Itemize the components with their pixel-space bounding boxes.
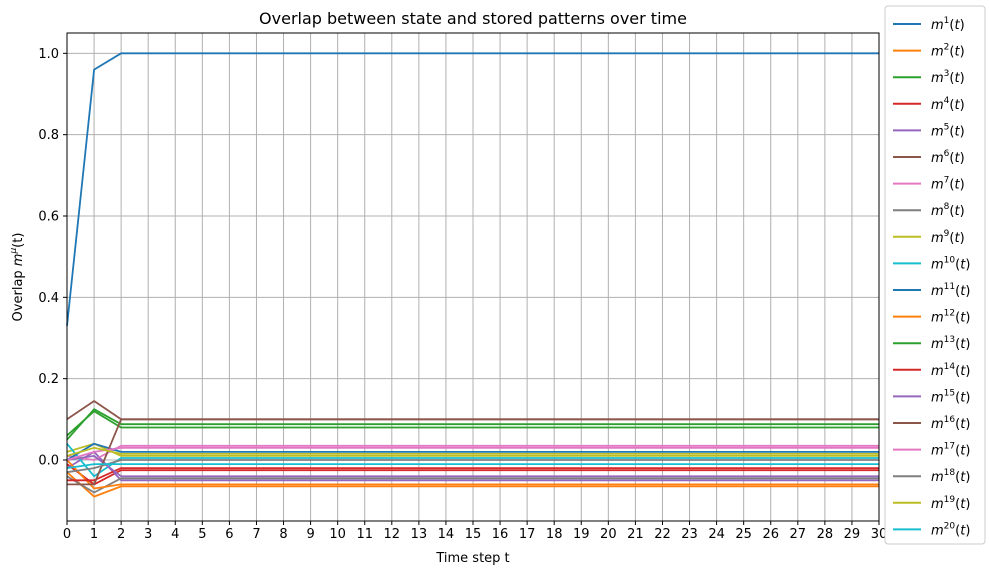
x-tick-label: 1 bbox=[90, 527, 98, 542]
x-tick-label: 24 bbox=[708, 527, 725, 542]
legend-label-m14: m14(t) bbox=[931, 362, 970, 379]
x-tick-label: 30 bbox=[871, 527, 888, 542]
x-tick-label: 0 bbox=[63, 527, 71, 542]
legend: m1(t) m2(t) m3(t) m4(t) m5(t) m6(t) m7(t) m8(t)… bbox=[884, 5, 986, 545]
x-tick-label: 25 bbox=[735, 527, 752, 542]
legend-label-m12: m12(t) bbox=[931, 309, 970, 326]
x-tick-label: 9 bbox=[306, 527, 314, 542]
x-tick-label: 11 bbox=[356, 527, 373, 542]
legend-label-m9: m9(t) bbox=[931, 229, 965, 246]
legend-label-m17: m17(t) bbox=[931, 442, 970, 459]
series-line-m15 bbox=[66, 454, 879, 478]
legend-label-m18: m18(t) bbox=[931, 468, 970, 485]
grid-lines bbox=[66, 33, 880, 521]
series-line-m18 bbox=[66, 459, 879, 474]
y-axis-ticks: 0.0 0.2 0.4 0.6 0.8 1.0 bbox=[38, 47, 67, 469]
legend-label-m11: m11(t) bbox=[931, 282, 970, 299]
y-tick-label: 0.6 bbox=[38, 210, 59, 225]
series-line-m14 bbox=[67, 467, 879, 482]
series-line-m16 bbox=[67, 418, 879, 486]
legend-label-m13: m13(t) bbox=[931, 335, 970, 352]
series-line-m8 bbox=[66, 475, 879, 494]
y-axis-label-prefix: Overlap bbox=[11, 266, 26, 321]
chart-title: Overlap between state and stored pattern… bbox=[259, 9, 687, 28]
y-tick-label: 0.4 bbox=[38, 291, 59, 306]
legend-label-m5: m5(t) bbox=[931, 122, 965, 139]
x-tick-label: 6 bbox=[225, 527, 233, 542]
series-line-m4 bbox=[66, 463, 879, 486]
y-axis-label: Overlap mμ(t) bbox=[9, 233, 26, 322]
x-tick-label: 22 bbox=[654, 527, 671, 542]
series-line-m10 bbox=[66, 443, 879, 478]
x-tick-label: 18 bbox=[546, 527, 563, 542]
legend-label-m8: m8(t) bbox=[931, 202, 965, 219]
x-tick-label: 19 bbox=[573, 527, 590, 542]
y-axis-label-sup: μ bbox=[9, 248, 19, 255]
legend-label-m15: m15(t) bbox=[931, 388, 970, 405]
x-tick-label: 13 bbox=[411, 527, 428, 542]
legend-label-m4: m4(t) bbox=[931, 96, 965, 113]
x-tick-label: 10 bbox=[329, 527, 346, 542]
legend-label-m10: m10(t) bbox=[931, 255, 970, 272]
x-axis-label: Time step t bbox=[435, 551, 509, 566]
legend-label-m6: m6(t) bbox=[931, 149, 965, 166]
x-tick-label: 7 bbox=[252, 527, 260, 542]
legend-label-m19: m19(t) bbox=[931, 495, 970, 512]
y-axis-label-symbol: m bbox=[11, 254, 26, 267]
x-tick-label: 2 bbox=[117, 527, 125, 542]
x-axis-ticks: 0 1 2 3 4 5 6 7 8 9 10 11 12 13 14 15 16 17 18 19 20 21 22 23 24… bbox=[63, 521, 887, 542]
x-tick-label: 8 bbox=[279, 527, 287, 542]
x-tick-label: 20 bbox=[600, 527, 617, 542]
x-tick-label: 12 bbox=[384, 527, 401, 542]
series-line-m3 bbox=[66, 408, 879, 441]
series-line-m20 bbox=[66, 463, 879, 469]
y-tick-label: 1.0 bbox=[38, 47, 59, 62]
series-line-m9 bbox=[66, 442, 879, 457]
x-tick-label: 17 bbox=[519, 527, 536, 542]
x-tick-label: 14 bbox=[438, 527, 455, 542]
x-tick-label: 15 bbox=[465, 527, 482, 542]
y-axis-label-suffix: (t) bbox=[11, 233, 26, 248]
y-tick-label: 0.8 bbox=[38, 128, 59, 143]
legend-label-m7: m7(t) bbox=[931, 176, 965, 193]
series-line-m19 bbox=[66, 446, 879, 457]
series-line-m1 bbox=[66, 52, 879, 326]
x-tick-label: 5 bbox=[198, 527, 206, 542]
y-tick-label: 0.2 bbox=[38, 372, 59, 387]
legend-label-m16: m16(t) bbox=[931, 415, 970, 432]
legend-label-m1: m1(t) bbox=[931, 16, 965, 33]
x-tick-label: 21 bbox=[627, 527, 644, 542]
x-tick-label: 23 bbox=[681, 527, 698, 542]
x-tick-label: 27 bbox=[790, 527, 807, 542]
legend-label-m2: m2(t) bbox=[931, 43, 965, 60]
series-line-m12 bbox=[66, 459, 879, 490]
legend-label-m20: m20(t) bbox=[931, 521, 970, 538]
series-line-m13 bbox=[66, 410, 879, 437]
series-line-m5 bbox=[66, 450, 879, 482]
series-line-m7 bbox=[66, 444, 879, 461]
x-tick-label: 26 bbox=[762, 527, 779, 542]
x-tick-label: 3 bbox=[144, 527, 152, 542]
x-tick-label: 29 bbox=[844, 527, 861, 542]
series-lines bbox=[66, 52, 879, 498]
series-line-m11 bbox=[66, 442, 879, 461]
x-tick-label: 28 bbox=[817, 527, 834, 542]
series-line-m17 bbox=[66, 446, 879, 461]
legend-box bbox=[884, 5, 986, 545]
x-tick-label: 16 bbox=[492, 527, 509, 542]
x-tick-label: 4 bbox=[171, 527, 179, 542]
y-tick-label: 0.0 bbox=[38, 454, 59, 469]
legend-label-m3: m3(t) bbox=[931, 69, 965, 86]
series-line-m2 bbox=[66, 471, 879, 498]
